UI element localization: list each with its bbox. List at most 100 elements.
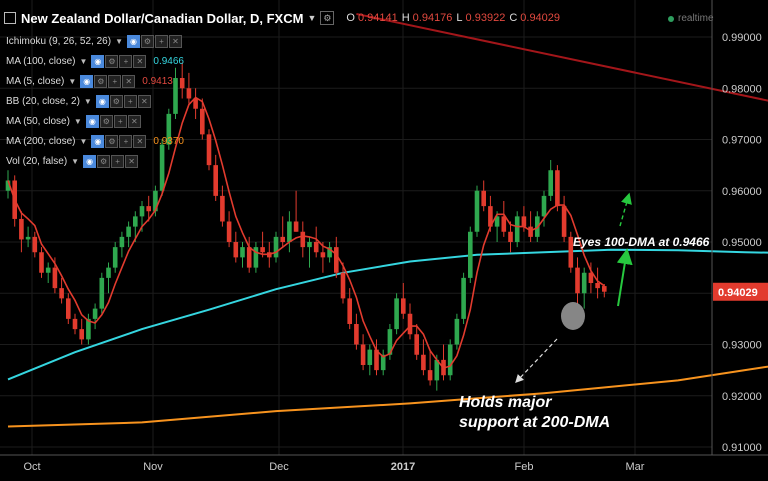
indicator-value: 0.9466	[153, 55, 184, 67]
candle-body	[508, 231, 513, 242]
chevron-down-icon[interactable]: ▼	[115, 36, 123, 46]
realtime-indicator: realtime	[668, 13, 714, 24]
candle-body	[133, 216, 138, 227]
candle-body	[595, 283, 600, 289]
candle-body	[159, 144, 165, 191]
ma100-line	[7, 248, 768, 381]
x-tick-label: Mar	[626, 461, 645, 473]
candle-body	[99, 277, 105, 309]
indicator-row[interactable]: MA (5, close) ▼ ◉ ⚙ + ✕ 0.9413	[6, 74, 173, 88]
indicator-label[interactable]: MA (50, close)	[6, 115, 70, 127]
plus-icon[interactable]: +	[113, 114, 127, 128]
status-dot-icon	[668, 15, 674, 22]
candle-body	[447, 344, 453, 376]
gear-icon[interactable]: ⚙	[105, 54, 119, 68]
symbol-title[interactable]: New Zealand Dollar/Canadian Dollar, D, F…	[21, 10, 304, 26]
candle-body	[5, 180, 11, 191]
candle-body	[488, 206, 493, 227]
candle-body	[320, 252, 326, 258]
trendline-layer	[356, 12, 768, 102]
candle-body	[334, 247, 339, 273]
support-highlight	[561, 302, 585, 330]
gear-icon[interactable]: ⚙	[320, 11, 335, 25]
annotation-holds-line2: support at 200-DMA	[459, 414, 611, 431]
eye-icon[interactable]: ◉	[95, 94, 109, 108]
last-price-box	[713, 282, 768, 301]
indicator-row[interactable]: Ichimoku (9, 26, 52, 26) ▼ ◉ ⚙ + ✕	[6, 34, 183, 48]
open-label: O	[346, 12, 355, 24]
indicator-row[interactable]: Vol (20, false) ▼ ◉ ⚙ + ✕	[6, 154, 139, 168]
close-icon[interactable]: ✕	[168, 34, 182, 48]
chevron-down-icon[interactable]: ▼	[71, 156, 80, 166]
support-arrow	[515, 338, 558, 384]
gear-icon[interactable]: ⚙	[109, 94, 123, 108]
candle-body	[66, 298, 71, 319]
eye-icon[interactable]: ◉	[80, 74, 94, 88]
collapse-icon[interactable]	[4, 12, 16, 24]
eye-icon[interactable]: ◉	[91, 134, 105, 148]
indicator-label[interactable]: MA (5, close)	[6, 75, 65, 87]
candle-body	[347, 298, 352, 324]
close-icon[interactable]: ✕	[133, 54, 147, 68]
candle-body	[340, 272, 346, 299]
candle-body	[86, 318, 91, 340]
candle-body	[367, 349, 373, 365]
gear-icon[interactable]: ⚙	[105, 134, 119, 148]
indicator-row[interactable]: MA (100, close) ▼ ◉ ⚙ + ✕ 0.9466	[6, 54, 184, 68]
chevron-down-icon[interactable]: ▼	[73, 116, 82, 126]
gear-icon[interactable]: ⚙	[99, 114, 113, 128]
eye-icon[interactable]: ◉	[83, 154, 97, 168]
indicator-label[interactable]: MA (200, close)	[6, 135, 76, 147]
high-value: 0.94176	[412, 12, 453, 24]
last-price-tag: 0.94029	[713, 282, 768, 301]
indicator-label[interactable]: Vol (20, false)	[6, 155, 68, 167]
indicator-label[interactable]: BB (20, close, 2)	[6, 95, 80, 107]
candle-body	[260, 247, 265, 253]
chevron-down-icon[interactable]: ▼	[307, 13, 317, 23]
candle-body	[112, 247, 118, 268]
eye-icon[interactable]: ◉	[126, 34, 140, 48]
candle-body	[521, 216, 527, 227]
chevron-down-icon[interactable]: ▼	[83, 96, 92, 106]
candle-body	[454, 318, 460, 345]
indicator-row[interactable]: BB (20, close, 2) ▼ ◉ ⚙ + ✕	[6, 94, 152, 108]
indicator-row[interactable]: MA (50, close) ▼ ◉ ⚙ + ✕	[6, 114, 142, 128]
chevron-down-icon[interactable]: ▼	[79, 56, 88, 66]
chevron-down-icon[interactable]: ▼	[79, 136, 88, 146]
ma5-line	[7, 96, 605, 370]
close-icon[interactable]: ✕	[133, 134, 147, 148]
indicator-row[interactable]: MA (200, close) ▼ ◉ ⚙ + ✕ 0.9370	[6, 134, 184, 148]
plus-icon[interactable]: +	[119, 134, 133, 148]
x-tick-label: Nov	[143, 461, 163, 473]
candle-body	[481, 190, 486, 207]
candle-body	[246, 247, 252, 268]
gear-icon[interactable]: ⚙	[140, 34, 154, 48]
gear-icon[interactable]: ⚙	[97, 154, 111, 168]
eye-icon[interactable]: ◉	[91, 54, 105, 68]
plus-icon[interactable]: +	[123, 94, 137, 108]
plus-icon[interactable]: +	[119, 54, 133, 68]
chevron-down-icon[interactable]: ▼	[68, 76, 77, 86]
indicator-label[interactable]: Ichimoku (9, 26, 52, 26)	[6, 35, 112, 47]
close-icon[interactable]: ✕	[122, 74, 136, 88]
candle-body	[548, 170, 553, 196]
x-tick-label: Dec	[269, 461, 289, 473]
y-tick-label: 0.92000	[722, 391, 762, 403]
eye-icon[interactable]: ◉	[85, 114, 99, 128]
candle-body	[186, 88, 192, 99]
close-icon[interactable]: ✕	[137, 94, 151, 108]
plus-icon[interactable]: +	[108, 74, 122, 88]
time-axis[interactable]: Oct Nov Dec 2017 Feb Mar	[23, 461, 644, 473]
y-tick-label: 0.95000	[722, 237, 762, 249]
indicator-label[interactable]: MA (100, close)	[6, 55, 76, 67]
plus-icon[interactable]: +	[154, 34, 168, 48]
close-icon[interactable]: ✕	[127, 114, 141, 128]
y-tick-label: 0.97000	[722, 135, 762, 147]
x-tick-label: Feb	[515, 461, 534, 473]
candle-body	[514, 216, 520, 242]
candle-body	[414, 334, 419, 355]
plus-icon[interactable]: +	[111, 154, 125, 168]
gear-icon[interactable]: ⚙	[94, 74, 108, 88]
close-icon[interactable]: ✕	[125, 154, 139, 168]
